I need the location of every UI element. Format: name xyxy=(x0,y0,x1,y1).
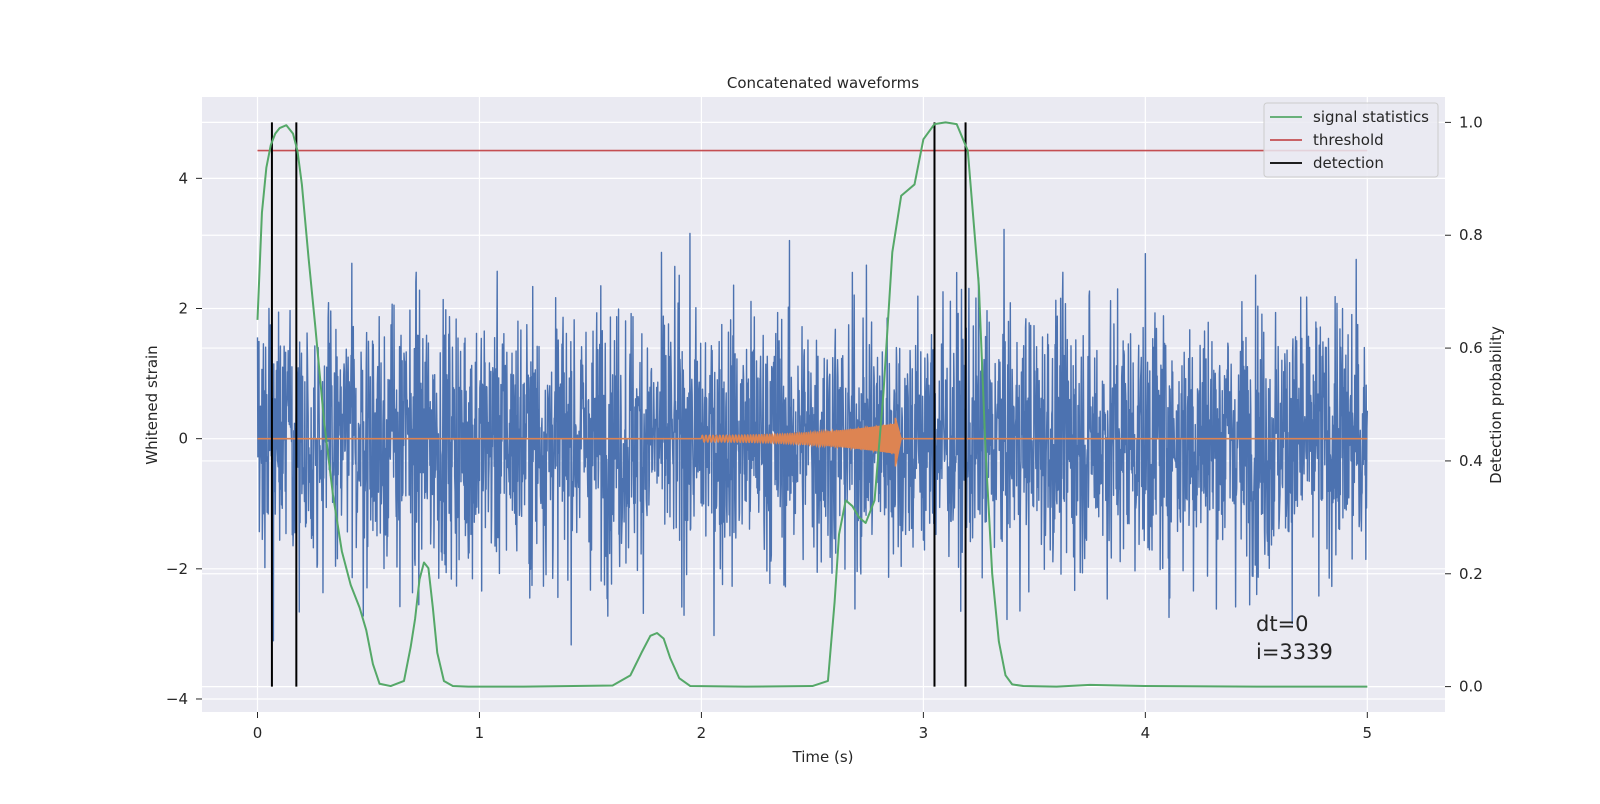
annotation-layer: dt=0 i=3339 xyxy=(1256,612,1333,664)
x-tick-label-1: 1 xyxy=(475,724,485,742)
chart-title: Concatenated waveforms xyxy=(727,74,919,92)
y-axis-label-right: Detection probability xyxy=(1487,326,1505,484)
x-tick-label-0: 0 xyxy=(253,724,263,742)
series-chirp-template xyxy=(257,417,1368,467)
y-left-tick-label-3: 2 xyxy=(178,300,188,318)
annotation-i: i=3339 xyxy=(1256,640,1333,664)
annotation-dt: dt=0 xyxy=(1256,612,1309,636)
legend-box xyxy=(1263,102,1439,178)
legend-label-detection: detection xyxy=(1313,154,1384,172)
y-right-tick-label-1: 0.2 xyxy=(1459,565,1483,583)
x-tick-label-5: 5 xyxy=(1363,724,1373,742)
y-right-tick-label-5: 1.0 xyxy=(1459,113,1483,131)
series-whitened-strain xyxy=(256,228,1369,646)
ticks-layer: 0 1 2 3 4 5 −4 −2 0 2 4 0.0 0.2 0.4 0.6 0.8 1.0 xyxy=(166,113,1483,742)
series-layer xyxy=(256,121,1369,688)
y-right-tick-label-3: 0.6 xyxy=(1459,339,1483,357)
y-right-tick-label-0: 0.0 xyxy=(1459,678,1483,696)
legend-label-threshold: threshold xyxy=(1313,131,1384,149)
y-left-tick-label-0: −4 xyxy=(166,690,188,708)
x-tick-label-4: 4 xyxy=(1141,724,1151,742)
x-tick-label-2: 2 xyxy=(697,724,707,742)
y-left-tick-label-4: 4 xyxy=(178,169,188,187)
x-axis-label: Time (s) xyxy=(792,748,854,766)
series-signal-statistics xyxy=(256,121,1368,688)
legend-label-signal-statistics: signal statistics xyxy=(1313,108,1429,126)
y-axis-label-left: Whitened strain xyxy=(143,345,161,464)
y-left-tick-label-2: 0 xyxy=(178,430,188,448)
y-right-tick-label-2: 0.4 xyxy=(1459,452,1483,470)
legend: signal statistics threshold detection xyxy=(1263,102,1439,178)
y-right-tick-label-4: 0.8 xyxy=(1459,226,1483,244)
x-tick-label-3: 3 xyxy=(919,724,929,742)
y-left-tick-label-1: −2 xyxy=(166,560,188,578)
